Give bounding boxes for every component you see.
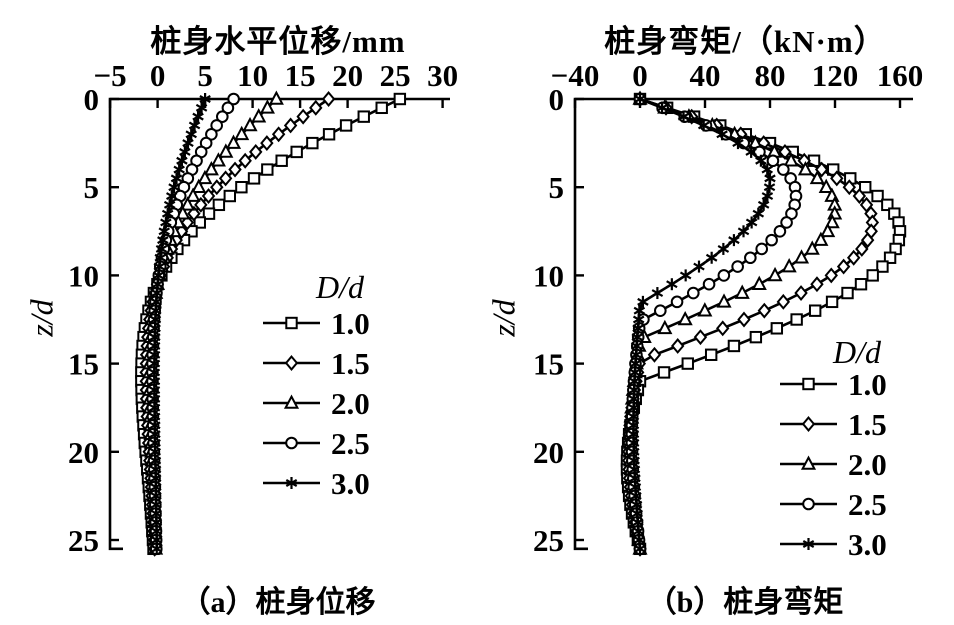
x-tick-label: 30 (427, 58, 458, 93)
chart-b-caption: （b）桩身弯矩 (646, 586, 844, 619)
legend-entry-1.0: 1.0 (780, 367, 887, 402)
legend-entry-label: 2.0 (848, 447, 887, 482)
legend-entry-label: 3.0 (848, 527, 887, 562)
x-tick-label: −40 (551, 58, 600, 93)
x-tick-label: 0 (150, 58, 166, 93)
y-tick-label: 5 (549, 170, 565, 205)
chart-b-title: 桩身弯矩/（kN·m） (604, 24, 886, 59)
x-tick-label: 0 (632, 58, 648, 93)
legend-entry-3.0: 3.0 (263, 466, 370, 501)
y-tick-label: 5 (84, 170, 100, 205)
legend-entry-1.5: 1.5 (263, 346, 370, 381)
y-tick-label: 0 (84, 82, 100, 117)
curve-a-2.0 (142, 90, 284, 555)
y-tick-label: 10 (533, 258, 564, 293)
x-tick-label: 10 (237, 58, 268, 93)
y-tick-label: 20 (68, 435, 99, 470)
legend-entry-label: 1.0 (331, 306, 370, 341)
y-tick-label: 25 (68, 523, 99, 558)
legend-title: D/d (832, 334, 882, 370)
legend-entry-label: 1.0 (848, 367, 887, 402)
legend-entry-2.5: 2.5 (780, 487, 887, 522)
legend-entry-label: 1.5 (331, 346, 370, 381)
y-tick-label: 10 (68, 258, 99, 293)
x-tick-label: 120 (812, 58, 859, 93)
legend-entry-2.0: 2.0 (263, 386, 370, 421)
chart-panel-a: −5 0 5 10 15 20 25 300510152025D/d1.01.52.02.53… (68, 58, 458, 558)
legend-entry-label: 2.5 (848, 487, 887, 522)
legend-a: D/d1.0 1.5 2.0 2.5 3.0 (263, 269, 370, 501)
chart-b-y-axis-label: z/d (485, 299, 522, 337)
legend-entry-label: 3.0 (331, 466, 370, 501)
legend-title: D/d (315, 269, 365, 305)
chart-a-caption: （a）桩身位移 (180, 586, 376, 619)
chart-a-y-axis-label: z/d (23, 299, 60, 337)
legend-entry-3.0: 3.0 (780, 527, 887, 562)
legend-entry-label: 2.5 (331, 426, 370, 461)
curve-a-3.0 (148, 93, 211, 555)
curve-b-3.0 (627, 93, 776, 555)
legend-entry-label: 2.0 (331, 386, 370, 421)
x-tick-label: 5 (197, 58, 213, 93)
legend-entry-1.5: 1.5 (780, 407, 887, 442)
y-tick-label: 15 (68, 347, 99, 382)
x-tick-label: 160 (877, 58, 924, 93)
x-tick-label: 20 (332, 58, 363, 93)
x-tick-label: 80 (755, 58, 786, 93)
x-tick-label: 15 (285, 58, 316, 93)
legend-entry-2.5: 2.5 (263, 426, 370, 461)
x-tick-label: 40 (690, 58, 721, 93)
x-tick-label: −5 (94, 58, 127, 93)
y-tick-label: 15 (533, 347, 564, 382)
chart-a-title: 桩身水平位移/mm (150, 24, 406, 59)
x-tick-label: 25 (380, 58, 411, 93)
y-tick-label: 25 (533, 523, 564, 558)
chart-panel-b: −40 0 40 80 120 1600510152025D/d1.01.52.02.53… (533, 58, 923, 562)
legend-entry-2.0: 2.0 (780, 447, 887, 482)
legend-entry-label: 1.5 (848, 407, 887, 442)
legend-b: D/d1.0 1.5 2.0 2.5 3.0 (780, 334, 887, 562)
legend-entry-1.0: 1.0 (263, 306, 370, 341)
curve-b-1.5 (621, 91, 880, 557)
y-tick-label: 0 (549, 82, 565, 117)
y-tick-label: 20 (533, 435, 564, 470)
